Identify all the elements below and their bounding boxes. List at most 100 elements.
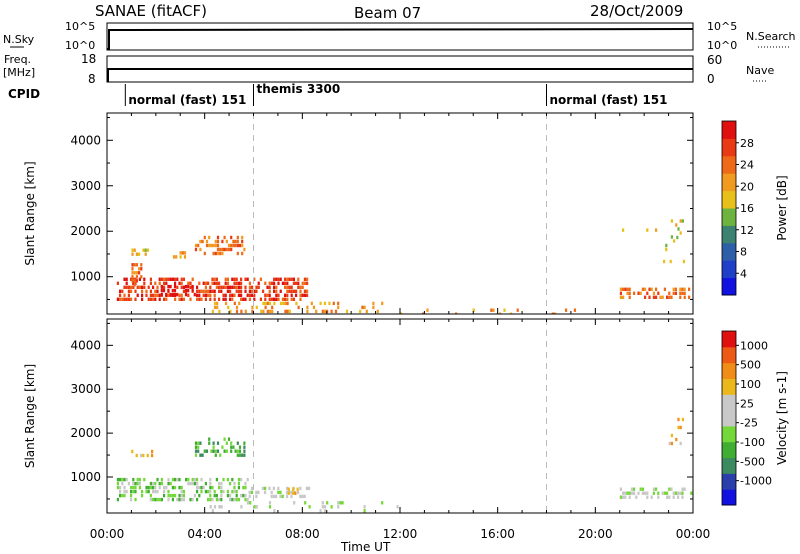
heatmap-cell — [235, 285, 238, 289]
heatmap-cell — [319, 509, 322, 513]
heatmap-cell — [152, 497, 155, 502]
heatmap-cell — [216, 305, 219, 310]
heatmap-cell — [213, 289, 216, 293]
heatmap-cell — [184, 292, 188, 297]
heatmap-cell — [679, 287, 682, 291]
heatmap-cell — [183, 255, 187, 259]
heatmap-cell — [674, 291, 677, 295]
heatmap-cell — [127, 285, 130, 289]
heatmap-cell — [196, 297, 199, 301]
heatmap-cell — [286, 309, 289, 314]
heatmap-cell — [238, 243, 242, 248]
y-tick-label: 1000 — [70, 470, 101, 484]
heatmap-cell — [218, 289, 221, 293]
heatmap-cell — [133, 271, 136, 275]
heatmap-cell — [198, 281, 201, 285]
heatmap-cell — [141, 297, 144, 301]
nsky-panel-frame — [106, 22, 694, 51]
heatmap-cell — [679, 291, 682, 295]
heatmap-cell — [221, 239, 224, 244]
heatmap-cell — [282, 301, 285, 306]
heatmap-cell — [214, 243, 217, 248]
heatmap-cell — [158, 481, 161, 486]
heatmap-cell — [268, 301, 272, 306]
colorbar-swatch — [722, 138, 736, 157]
heatmap-cell — [319, 301, 322, 306]
heatmap-cell — [226, 489, 229, 494]
x-tick-label: 08:00 — [285, 527, 320, 541]
heatmap-cell — [292, 487, 295, 491]
heatmap-cell — [241, 243, 244, 248]
heatmap-cell — [655, 487, 658, 491]
heatmap-cell — [171, 288, 174, 293]
heatmap-cell — [235, 489, 238, 494]
heatmap-cell — [158, 281, 161, 285]
heatmap-cell — [146, 248, 149, 252]
colorbar-tick-label: 20 — [740, 180, 754, 193]
heatmap-cell — [135, 252, 138, 256]
heatmap-cell — [134, 289, 137, 293]
heatmap-cell — [376, 309, 379, 314]
heatmap-cell — [268, 309, 272, 314]
heatmap-cell — [262, 289, 265, 293]
heatmap-cell — [237, 281, 240, 285]
heatmap-cell — [198, 485, 201, 490]
heatmap-cell — [191, 481, 194, 486]
heatmap-cell — [249, 501, 252, 505]
heatmap-cell — [212, 251, 215, 256]
heatmap-cell — [337, 501, 340, 505]
heatmap-cell — [363, 305, 366, 310]
heatmap-cell — [222, 297, 225, 301]
heatmap-cell — [255, 490, 258, 495]
heatmap-cell — [299, 293, 302, 297]
nave-label: Nave — [746, 64, 774, 77]
heatmap-cell — [173, 292, 177, 297]
heatmap-cell — [169, 481, 172, 486]
heatmap-cell — [255, 505, 258, 509]
heatmap-cell — [299, 297, 302, 301]
heatmap-cell — [135, 263, 138, 267]
heatmap-cell — [207, 489, 210, 494]
heatmap-cell — [683, 287, 686, 291]
heatmap-cell — [288, 277, 291, 281]
heatmap-cell — [197, 445, 200, 449]
heatmap-cell — [234, 239, 237, 244]
heatmap-cell — [211, 485, 214, 490]
heatmap-cell — [240, 505, 243, 509]
heatmap-cell — [619, 291, 622, 295]
heatmap-cell — [123, 293, 126, 297]
heatmap-cell — [149, 497, 152, 502]
heatmap-cell — [310, 301, 313, 306]
heatmap-cell — [213, 489, 216, 494]
heatmap-cell — [187, 284, 190, 289]
heatmap-cell — [229, 481, 232, 486]
heatmap-cell — [167, 293, 170, 297]
y-tick-label: 3000 — [70, 179, 101, 193]
heatmap-cell — [288, 289, 291, 293]
y-tick-label: 2000 — [70, 426, 101, 440]
heatmap-cell — [633, 487, 636, 491]
heatmap-cell — [308, 505, 311, 509]
heatmap-cell — [209, 297, 212, 301]
heatmap-cell — [116, 481, 119, 486]
heatmap-cell — [176, 477, 179, 482]
heatmap-cell — [138, 477, 141, 482]
heatmap-cell — [248, 289, 251, 293]
heatmap-cell — [237, 293, 240, 297]
heatmap-cell — [231, 293, 234, 297]
heatmap-cell — [305, 486, 308, 491]
heatmap-cell — [288, 309, 291, 314]
heatmap-cell — [323, 301, 327, 306]
heatmap-cell — [271, 309, 274, 314]
heatmap-cell — [147, 485, 150, 490]
heatmap-cell — [236, 243, 239, 248]
heatmap-cell — [251, 293, 254, 297]
heatmap-cell — [182, 277, 185, 281]
heatmap-cell — [240, 285, 243, 289]
heatmap-cell — [238, 445, 242, 449]
heatmap-cell — [233, 281, 236, 285]
heatmap-cell — [143, 281, 146, 285]
heatmap-cell — [248, 293, 251, 297]
heatmap-cell — [144, 248, 147, 252]
heatmap-cell — [242, 493, 245, 498]
